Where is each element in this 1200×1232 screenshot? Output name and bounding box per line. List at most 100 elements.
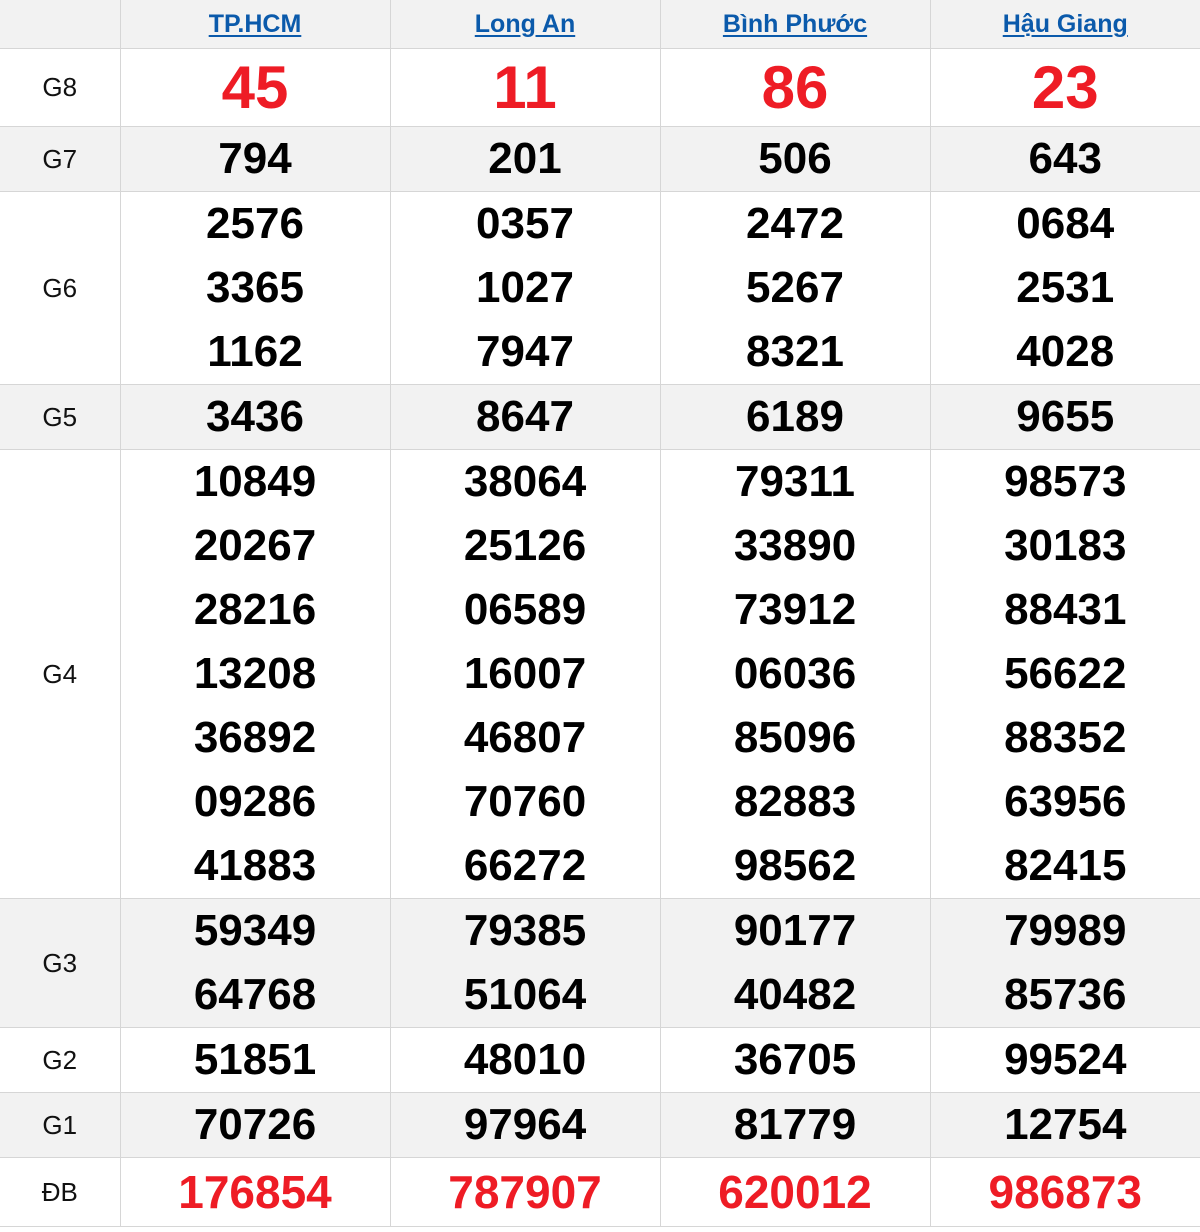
result-cell: 23 bbox=[929, 48, 1200, 127]
result-cell: 9655 bbox=[929, 384, 1200, 450]
result-number: 986873 bbox=[988, 1166, 1143, 1218]
province-header: Bình Phước bbox=[659, 0, 931, 49]
result-number: 16007 bbox=[463, 649, 587, 698]
result-number: 86 bbox=[761, 54, 829, 121]
prize-row-g1: G1 70726 97964 81779 12754 bbox=[0, 1092, 1200, 1158]
result-number: 11 bbox=[493, 54, 557, 121]
result-cell: 0357 1027 7947 bbox=[389, 191, 661, 385]
prize-label: G3 bbox=[0, 898, 121, 1028]
result-number: 85736 bbox=[1004, 970, 1127, 1019]
result-number: 2531 bbox=[1016, 263, 1115, 312]
result-number: 70760 bbox=[463, 777, 587, 826]
prize-label: G1 bbox=[0, 1092, 121, 1158]
result-cell: 176854 bbox=[119, 1157, 391, 1227]
result-cell: 3436 bbox=[119, 384, 391, 450]
result-number: 73912 bbox=[733, 585, 857, 634]
result-number: 506 bbox=[758, 134, 832, 183]
result-cell: 0684 2531 4028 bbox=[929, 191, 1200, 385]
result-cell: 45 bbox=[119, 48, 391, 127]
prize-label: G4 bbox=[0, 449, 121, 899]
province-header: Hậu Giang bbox=[929, 0, 1200, 49]
result-cell: 2472 5267 8321 bbox=[659, 191, 931, 385]
result-cell: 70726 bbox=[119, 1092, 391, 1158]
province-header: Long An bbox=[389, 0, 661, 49]
result-cell: 97964 bbox=[389, 1092, 661, 1158]
result-number: 97964 bbox=[463, 1100, 587, 1149]
result-cell: 81779 bbox=[659, 1092, 931, 1158]
result-number: 06036 bbox=[733, 649, 857, 698]
result-cell: 36705 bbox=[659, 1027, 931, 1093]
result-number: 99524 bbox=[1004, 1035, 1127, 1084]
province-header: TP.HCM bbox=[119, 0, 391, 49]
province-link-tphcm[interactable]: TP.HCM bbox=[208, 9, 302, 38]
result-number: 28216 bbox=[193, 585, 317, 634]
result-number: 0357 bbox=[476, 199, 574, 248]
result-number: 33890 bbox=[733, 521, 857, 570]
result-number: 63956 bbox=[1004, 777, 1127, 826]
prize-row-g8: G8 45 11 86 23 bbox=[0, 48, 1200, 127]
result-number: 3436 bbox=[206, 392, 304, 441]
result-number: 176854 bbox=[178, 1166, 332, 1218]
result-number: 7947 bbox=[476, 327, 574, 376]
result-number: 70726 bbox=[193, 1100, 317, 1149]
result-number: 59349 bbox=[193, 906, 317, 955]
result-number: 25126 bbox=[463, 521, 587, 570]
result-number: 0684 bbox=[1016, 199, 1115, 248]
result-cell: 98573 30183 88431 56622 88352 63956 82415 bbox=[929, 449, 1200, 899]
result-number: 56622 bbox=[1004, 649, 1127, 698]
result-number: 36705 bbox=[733, 1035, 857, 1084]
result-number: 20267 bbox=[193, 521, 317, 570]
result-number: 201 bbox=[488, 134, 562, 183]
prize-row-db: ĐB 176854 787907 620012 986873 bbox=[0, 1157, 1200, 1227]
result-cell: 986873 bbox=[929, 1157, 1200, 1227]
result-number: 794 bbox=[218, 134, 292, 183]
result-number: 82883 bbox=[733, 777, 857, 826]
result-number: 66272 bbox=[463, 841, 587, 890]
result-number: 13208 bbox=[193, 649, 317, 698]
result-number: 30183 bbox=[1004, 521, 1127, 570]
result-number: 40482 bbox=[733, 970, 857, 1019]
prize-row-g2: G2 51851 48010 36705 99524 bbox=[0, 1027, 1200, 1093]
prize-label: G6 bbox=[0, 191, 121, 385]
province-link-binh-phuoc[interactable]: Bình Phước bbox=[722, 9, 868, 38]
result-cell: 12754 bbox=[929, 1092, 1200, 1158]
result-number: 98562 bbox=[733, 841, 857, 890]
result-number: 10849 bbox=[193, 457, 317, 506]
result-number: 787907 bbox=[448, 1166, 602, 1218]
result-number: 79311 bbox=[735, 457, 855, 506]
result-cell: 48010 bbox=[389, 1027, 661, 1093]
result-number: 06589 bbox=[463, 585, 587, 634]
corner-cell bbox=[0, 0, 121, 49]
result-number: 90177 bbox=[733, 906, 857, 955]
prize-row-g3: G3 59349 64768 79385 51064 90177 40482 79989 857… bbox=[0, 898, 1200, 1028]
result-cell: 620012 bbox=[659, 1157, 931, 1227]
result-number: 51064 bbox=[463, 970, 587, 1019]
province-link-hau-giang[interactable]: Hậu Giang bbox=[1002, 9, 1128, 38]
prize-label: G7 bbox=[0, 126, 121, 192]
prize-row-g7: G7 794 201 506 643 bbox=[0, 126, 1200, 192]
result-number: 79989 bbox=[1004, 906, 1127, 955]
result-cell: 506 bbox=[659, 126, 931, 192]
result-cell: 79385 51064 bbox=[389, 898, 661, 1028]
result-number: 2472 bbox=[746, 199, 844, 248]
result-number: 2576 bbox=[206, 199, 304, 248]
result-cell: 794 bbox=[119, 126, 391, 192]
result-cell: 2576 3365 1162 bbox=[119, 191, 391, 385]
result-number: 98573 bbox=[1004, 457, 1127, 506]
result-number: 64768 bbox=[193, 970, 317, 1019]
result-number: 09286 bbox=[193, 777, 317, 826]
result-number: 85096 bbox=[733, 713, 857, 762]
prize-label: G2 bbox=[0, 1027, 121, 1093]
result-number: 4028 bbox=[1016, 327, 1115, 376]
result-cell: 787907 bbox=[389, 1157, 661, 1227]
result-number: 620012 bbox=[718, 1166, 872, 1218]
result-cell: 643 bbox=[929, 126, 1200, 192]
result-cell: 51851 bbox=[119, 1027, 391, 1093]
result-number: 643 bbox=[1028, 134, 1102, 183]
result-number: 1162 bbox=[207, 327, 303, 376]
province-link-long-an[interactable]: Long An bbox=[474, 9, 576, 38]
result-number: 9655 bbox=[1016, 392, 1115, 441]
result-number: 48010 bbox=[463, 1035, 587, 1084]
prize-row-g4: G4 10849 20267 28216 13208 36892 09286 41883 380… bbox=[0, 449, 1200, 899]
